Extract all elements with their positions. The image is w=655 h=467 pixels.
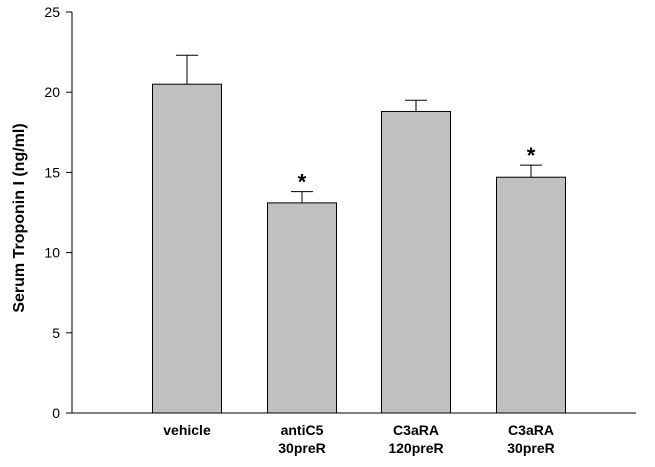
bar-4 [496,176,566,414]
x-category-label: antiC5 [281,422,324,438]
bar-1 [152,83,222,414]
x-category-label: C3aRA [508,422,554,438]
x-category-label-line2: 120preR [388,440,443,456]
x-category-label: vehicle [163,422,211,438]
bar-2 [267,202,337,414]
y-axis-title: Serum Troponin I (ng/ml) [11,123,28,312]
bar-3 [381,110,451,414]
y-tick-label: 0 [52,405,60,421]
y-tick-label: 20 [44,84,60,100]
x-category-label-line2: 30preR [507,440,554,456]
significance-marker: * [527,143,536,168]
y-tick-label: 5 [52,325,60,341]
x-category-label-line2: 30preR [278,440,325,456]
y-tick-label: 10 [44,245,60,261]
y-tick-label: 15 [44,164,60,180]
x-category-label: C3aRA [393,422,439,438]
y-tick-label: 25 [44,4,60,20]
plot-area: 0 5 10 15 20 25 vehicle antiC5 30preR * C3aRA 120pr… [44,4,636,456]
significance-marker: * [298,170,307,195]
